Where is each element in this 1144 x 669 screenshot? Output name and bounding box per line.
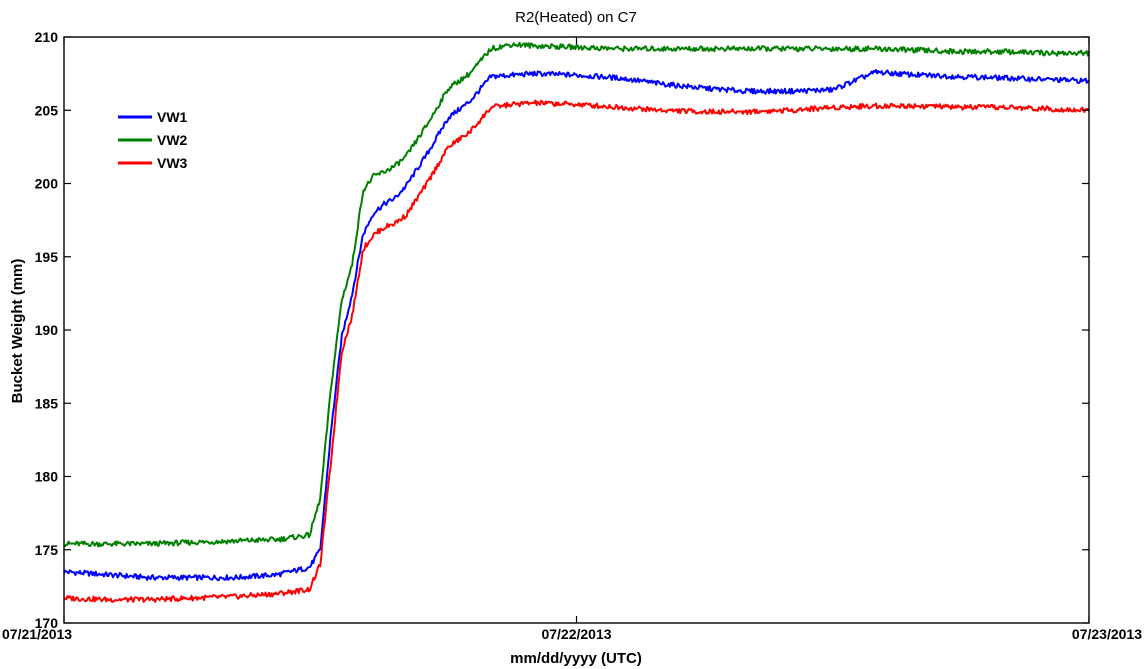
x-tick-label: 07/22/2013: [541, 626, 611, 642]
series-line-vw2: [63, 41, 1090, 548]
y-ticks: 170 175 180 185 190 195 200 205 210: [35, 29, 1089, 631]
y-tick-label: 180: [35, 469, 59, 485]
x-tick-label: 07/23/2013: [1072, 626, 1142, 642]
y-tick-label: 190: [35, 322, 59, 338]
y-tick-label: 205: [35, 102, 59, 118]
series-layer: [63, 41, 1090, 603]
y-tick-label: 185: [35, 395, 59, 411]
x-ticks: 07/21/2013 07/22/2013 07/23/2013: [2, 37, 1142, 642]
y-axis-label: Bucket Weight (mm): [9, 259, 26, 404]
x-axis-label: mm/dd/yyyy (UTC): [510, 650, 642, 667]
legend-label-vw3: VW3: [157, 155, 188, 171]
y-tick-label: 200: [35, 176, 59, 192]
legend-label-vw1: VW1: [157, 109, 188, 125]
legend: VW1 VW2 VW3: [118, 109, 188, 171]
series-line-vw3: [63, 99, 1090, 603]
x-tick-label: 07/21/2013: [2, 626, 72, 642]
y-tick-label: 170: [35, 615, 59, 631]
y-tick-label: 175: [35, 542, 59, 558]
series-line-vw1: [63, 69, 1090, 582]
legend-label-vw2: VW2: [157, 132, 188, 148]
chart-title: R2(Heated) on C7: [515, 9, 637, 26]
plot-frame: [63, 36, 1090, 624]
y-tick-label: 195: [35, 249, 59, 265]
y-tick-label: 210: [35, 29, 59, 45]
